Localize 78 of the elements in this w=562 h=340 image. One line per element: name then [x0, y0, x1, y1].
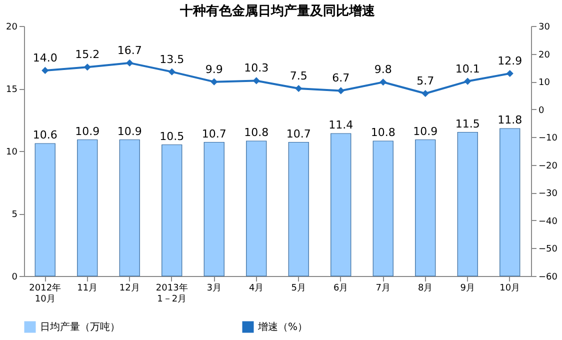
- data-label: 14.0: [32, 51, 58, 64]
- x-tick-label: 6月: [334, 284, 348, 294]
- x-tick-label: 10月: [500, 284, 520, 294]
- data-label: 13.5: [160, 52, 184, 66]
- y2-tick-label: 0: [538, 106, 544, 116]
- point: [126, 59, 134, 66]
- bar: [288, 142, 309, 276]
- data-label: 10.7: [286, 127, 311, 140]
- point: [422, 90, 429, 98]
- data-label: 11.8: [498, 114, 522, 126]
- point: [252, 77, 260, 84]
- chart-title: 十种有色金属日均产量及同比增速: [179, 3, 376, 19]
- bar: [330, 133, 352, 276]
- x-tick-label: 3月: [206, 284, 222, 294]
- y2-tick-label: −40: [538, 216, 558, 227]
- y2-tick-label: −60: [538, 272, 558, 282]
- data-label: 10.6: [32, 128, 58, 142]
- point: [84, 64, 91, 71]
- data-label: 10.8: [370, 126, 396, 139]
- y2-tick-label: 10: [538, 78, 550, 88]
- data-label: 10.7: [202, 127, 226, 140]
- bar: [77, 139, 98, 276]
- x-tick-label: 4月: [249, 284, 264, 294]
- legend-label: 日均产量（万吨）: [40, 321, 120, 333]
- y2-tick-label: −20: [538, 161, 558, 172]
- point: [380, 78, 387, 86]
- point: [295, 84, 302, 92]
- bar: [246, 140, 267, 276]
- data-label: 7.5: [290, 70, 308, 82]
- bar: [415, 139, 436, 276]
- y-tick-label: 15: [6, 85, 18, 95]
- point: [42, 66, 49, 74]
- x-tick-label: 5月: [291, 284, 306, 294]
- x-tick-label: 9月: [460, 284, 475, 294]
- y-tick-label: 0: [12, 272, 18, 282]
- y-tick-label: 20: [6, 22, 18, 32]
- bar: [119, 139, 140, 276]
- data-label: 11.4: [328, 118, 354, 132]
- bar: [372, 140, 394, 276]
- x-tick-label: 2012年 10月: [29, 282, 62, 304]
- bar: [457, 132, 478, 276]
- data-label: 9.9: [205, 62, 223, 76]
- data-label: 10.9: [117, 124, 142, 138]
- x-tick-label: 12月: [119, 284, 140, 294]
- y2-tick-label: 30: [538, 22, 550, 32]
- point: [210, 78, 218, 86]
- bar: [204, 142, 224, 276]
- data-label: 10.9: [75, 124, 100, 138]
- data-label: 11.5: [455, 117, 480, 130]
- data-label: 10.9: [413, 124, 438, 138]
- point: [168, 68, 176, 76]
- data-label: 16.7: [117, 44, 142, 57]
- y2-tick-label: −10: [538, 134, 558, 144]
- data-label: 15.2: [75, 48, 100, 62]
- bar: [500, 128, 520, 276]
- data-label: 5.7: [416, 74, 434, 88]
- data-label: 10.1: [455, 62, 480, 76]
- point: [337, 87, 344, 94]
- bar: [162, 144, 182, 276]
- x-tick-label: 8月: [418, 284, 433, 294]
- x-tick-label: 7月: [376, 284, 390, 294]
- x-tick-label: 2013年 1－2月: [156, 282, 188, 304]
- data-label: 12.9: [498, 54, 522, 68]
- legend-label: 增速（%）: [257, 321, 308, 333]
- y2-tick-label: −30: [538, 189, 558, 200]
- data-label: 10.8: [244, 126, 269, 139]
- y2-tick-label: −50: [538, 244, 558, 255]
- y-tick-label: 10: [6, 148, 18, 158]
- bar: [34, 143, 56, 276]
- y-tick-label: 5: [12, 210, 18, 220]
- data-label: 9.8: [374, 63, 392, 76]
- data-label: 6.7: [332, 72, 350, 85]
- point: [464, 78, 472, 85]
- point: [506, 70, 514, 78]
- data-label: 10.5: [160, 130, 184, 143]
- y2-tick-label: 20: [538, 50, 550, 60]
- x-tick-label: 11月: [77, 284, 98, 294]
- data-label: 10.3: [244, 62, 269, 75]
